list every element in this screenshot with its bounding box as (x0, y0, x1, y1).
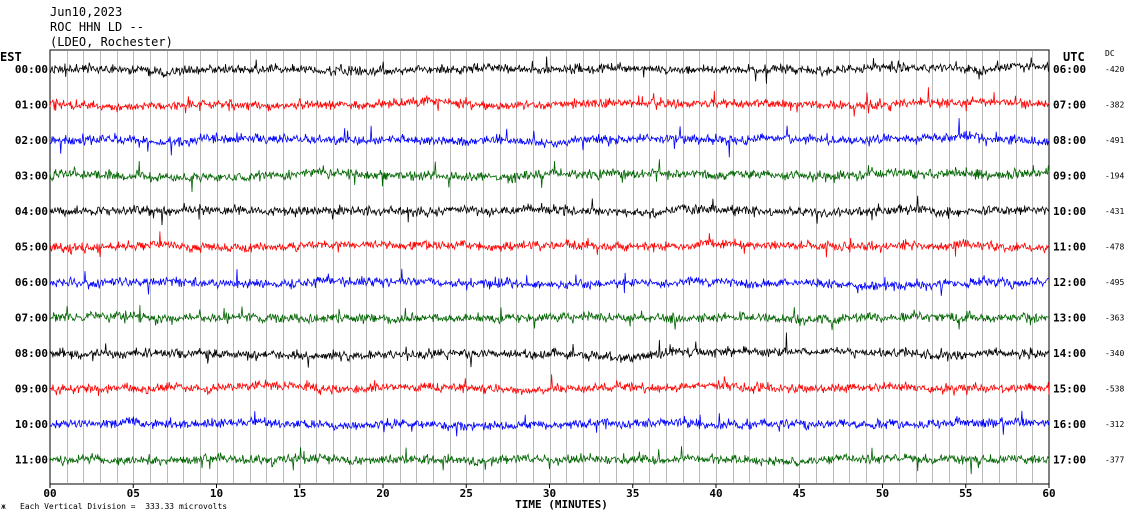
est-label: 08:00 (15, 347, 48, 360)
dc-value: -340 (1105, 349, 1124, 358)
utc-label: 08:00 (1053, 134, 1086, 147)
seismic-trace (49, 231, 1050, 258)
x-axis-label: TIME (MINUTES) (515, 498, 608, 511)
seismic-trace (49, 159, 1050, 193)
est-label: 06:00 (15, 276, 48, 289)
dc-title: DC (1105, 49, 1115, 58)
dc-value: -194 (1105, 172, 1124, 181)
est-label: 10:00 (15, 418, 48, 431)
x-tick-label: 15 (293, 487, 306, 500)
seismic-trace (49, 87, 1050, 117)
header-network: (LDEO, Rochester) (50, 35, 173, 49)
corner-mark: ж (1, 502, 6, 511)
dc-value: -495 (1105, 278, 1124, 287)
dc-value: -312 (1105, 420, 1124, 429)
utc-label: 12:00 (1053, 276, 1086, 289)
x-tick-label: 45 (793, 487, 806, 500)
dc-value: -478 (1105, 243, 1124, 252)
header-station: ROC HHN LD -- (50, 20, 144, 34)
est-label: 02:00 (15, 134, 48, 147)
est-label: 11:00 (15, 454, 48, 467)
dc-value: -377 (1105, 456, 1124, 465)
seismic-trace (49, 268, 1050, 296)
dc-value: -431 (1105, 207, 1124, 216)
utc-label: 06:00 (1053, 63, 1086, 76)
x-tick-label: 30 (543, 487, 556, 500)
seismic-trace (49, 56, 1050, 84)
utc-label: 07:00 (1053, 99, 1086, 112)
x-tick-label: 40 (709, 487, 722, 500)
seismic-trace (49, 195, 1050, 226)
right-axis-title: UTC (1063, 50, 1085, 64)
x-tick-label: 60 (1042, 487, 1055, 500)
dc-value: -382 (1105, 101, 1124, 110)
est-label: 03:00 (15, 170, 48, 183)
seismic-trace (49, 410, 1050, 437)
seismic-trace (49, 446, 1050, 475)
utc-label: 10:00 (1053, 205, 1086, 218)
scale-note: Each Vertical Division = 333.33 microvol… (20, 502, 228, 511)
utc-label: 17:00 (1053, 454, 1086, 467)
est-label: 07:00 (15, 312, 48, 325)
dc-value: -363 (1105, 314, 1124, 323)
utc-label: 16:00 (1053, 418, 1086, 431)
est-label: 01:00 (15, 99, 48, 112)
x-tick-label: 25 (460, 487, 473, 500)
dc-value: -491 (1105, 136, 1124, 145)
x-tick-label: 00 (43, 487, 56, 500)
left-axis-title: EST (0, 50, 22, 64)
dc-value: -420 (1105, 65, 1124, 74)
est-label: 09:00 (15, 383, 48, 396)
est-label: 00:00 (15, 63, 48, 76)
header-date: Jun10,2023 (50, 5, 123, 19)
x-tick-label: 05 (127, 487, 140, 500)
seismic-trace (49, 332, 1050, 368)
est-label: 04:00 (15, 205, 48, 218)
seismic-trace (49, 305, 1050, 331)
seismic-trace (49, 118, 1050, 158)
x-tick-label: 35 (626, 487, 639, 500)
est-label: 05:00 (15, 241, 48, 254)
x-tick-label: 10 (210, 487, 223, 500)
x-tick-label: 55 (959, 487, 972, 500)
utc-label: 09:00 (1053, 170, 1086, 183)
dc-value: -538 (1105, 385, 1124, 394)
plot-frame (49, 49, 1050, 485)
x-tick-label: 50 (876, 487, 889, 500)
x-tick-label: 20 (376, 487, 389, 500)
seismic-trace (49, 374, 1050, 396)
utc-label: 15:00 (1053, 383, 1086, 396)
utc-label: 14:00 (1053, 347, 1086, 360)
utc-label: 11:00 (1053, 241, 1086, 254)
utc-label: 13:00 (1053, 312, 1086, 325)
